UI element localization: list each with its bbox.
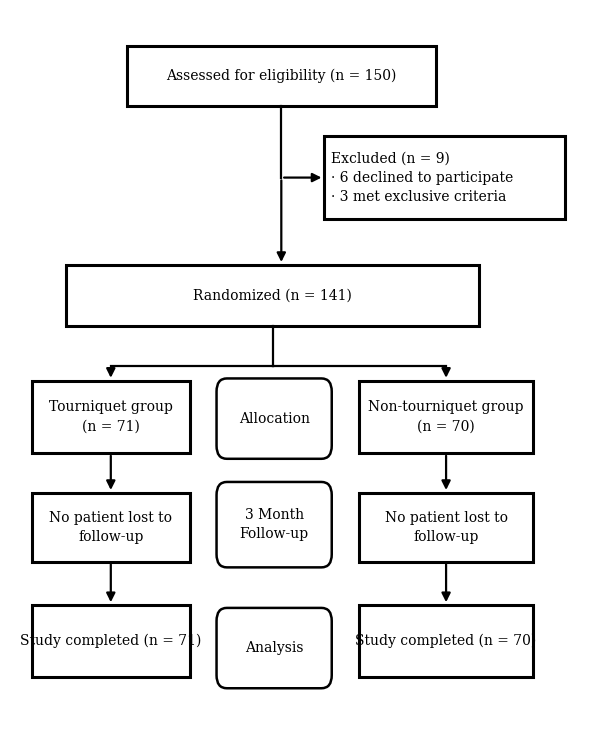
FancyBboxPatch shape — [359, 381, 534, 453]
Text: Study completed (n = 70): Study completed (n = 70) — [355, 634, 537, 648]
FancyBboxPatch shape — [32, 381, 190, 453]
Text: Tourniquet group
(n = 71): Tourniquet group (n = 71) — [49, 400, 173, 434]
FancyBboxPatch shape — [66, 265, 479, 326]
FancyBboxPatch shape — [359, 605, 534, 677]
Text: 3 Month
Follow-up: 3 Month Follow-up — [239, 508, 309, 541]
Text: Excluded (n = 9)
· 6 declined to participate
· 3 met exclusive criteria: Excluded (n = 9) · 6 declined to partici… — [331, 152, 513, 204]
FancyBboxPatch shape — [32, 493, 190, 562]
Text: Analysis: Analysis — [245, 641, 303, 655]
FancyBboxPatch shape — [127, 46, 436, 106]
FancyBboxPatch shape — [217, 379, 332, 458]
Text: Randomized (n = 141): Randomized (n = 141) — [193, 289, 352, 302]
Text: Assessed for eligibility (n = 150): Assessed for eligibility (n = 150) — [166, 69, 396, 83]
FancyBboxPatch shape — [32, 605, 190, 677]
FancyBboxPatch shape — [359, 493, 534, 562]
Text: Allocation: Allocation — [239, 412, 310, 425]
Text: No patient lost to
follow-up: No patient lost to follow-up — [384, 510, 507, 544]
FancyBboxPatch shape — [324, 136, 565, 219]
Text: No patient lost to
follow-up: No patient lost to follow-up — [50, 510, 173, 544]
FancyBboxPatch shape — [217, 608, 332, 688]
Text: Study completed (n = 71): Study completed (n = 71) — [20, 634, 202, 648]
FancyBboxPatch shape — [217, 482, 332, 567]
Text: Non-tourniquet group
(n = 70): Non-tourniquet group (n = 70) — [368, 400, 524, 434]
